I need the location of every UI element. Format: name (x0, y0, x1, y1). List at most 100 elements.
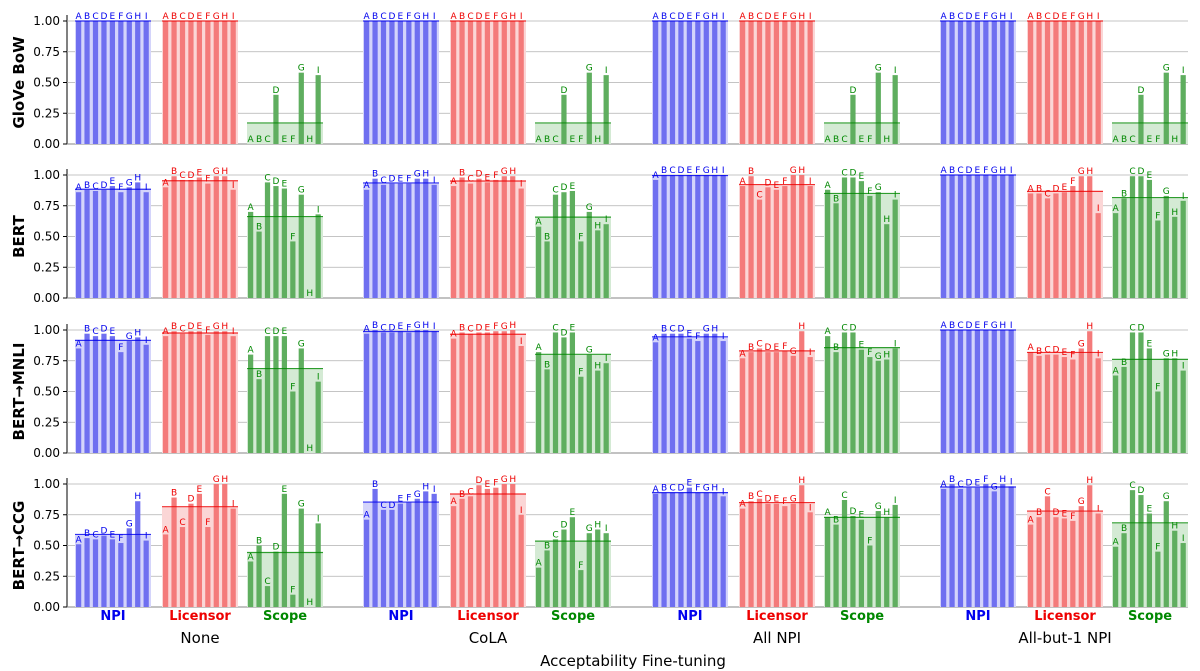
bar (222, 331, 228, 453)
bar (92, 190, 99, 298)
bar-label: C (552, 186, 558, 196)
bar-label: C (1044, 189, 1050, 199)
bar-label: C (264, 577, 270, 587)
bar-label: D (272, 327, 279, 337)
bar (686, 487, 693, 607)
bar-label: C (552, 135, 558, 145)
bar (493, 487, 499, 607)
bar (364, 519, 370, 607)
bar (884, 359, 890, 453)
bar-label: B (84, 181, 90, 191)
bar-label: D (1137, 486, 1144, 496)
bar (1095, 213, 1101, 298)
bar-label: F (578, 561, 583, 571)
bar (196, 331, 203, 453)
bar (101, 21, 107, 144)
condition-label: None (180, 629, 219, 647)
bar-label: D (849, 168, 856, 178)
bar (315, 214, 321, 298)
bar (740, 508, 746, 607)
y-tick-label: 0.00 (33, 446, 60, 460)
bar (841, 499, 848, 607)
y-tick-label: 0.50 (33, 230, 60, 244)
bar-label: I (317, 514, 320, 524)
bar-label: G (790, 166, 797, 176)
bar-label: A (451, 12, 458, 22)
bar-label: F (118, 183, 123, 193)
y-tick-label: 0.25 (33, 106, 60, 120)
bar (126, 187, 132, 298)
bar-label: F (1155, 212, 1160, 222)
bar-label: I (520, 506, 523, 516)
bar (76, 192, 82, 298)
bar (748, 352, 754, 453)
bar (661, 492, 667, 607)
bar-label: A (163, 12, 170, 22)
bar (867, 357, 873, 453)
bar (799, 175, 805, 298)
row-label: BERT (10, 214, 28, 258)
bar (678, 175, 684, 298)
bar (966, 330, 972, 453)
bar-label: I (433, 485, 436, 495)
bar-label: E (1147, 505, 1153, 515)
bar-label: C (669, 166, 675, 176)
bar (467, 333, 474, 453)
bar-label: D (100, 12, 107, 22)
bar (703, 175, 709, 298)
bar (484, 182, 491, 298)
bar (273, 336, 279, 453)
bar (414, 178, 420, 298)
bar-label: C (1044, 12, 1050, 22)
bar (264, 182, 271, 298)
bar (1061, 357, 1068, 453)
bar (1078, 21, 1084, 144)
group-label: Scope (551, 609, 595, 624)
bar (661, 175, 667, 298)
bar (544, 550, 550, 607)
bar-label: B (661, 325, 667, 335)
bar (188, 21, 194, 144)
bar-label: G (703, 166, 710, 176)
bar-label: G (875, 502, 882, 512)
bar (841, 177, 848, 298)
bar (586, 533, 592, 607)
bar (561, 94, 567, 144)
bar (782, 506, 788, 607)
y-tick-label: 0.25 (33, 415, 60, 429)
bar (188, 179, 194, 298)
bar (1053, 193, 1059, 298)
bar (603, 363, 609, 453)
bar (825, 336, 831, 453)
bar (1000, 21, 1006, 144)
bar (196, 493, 203, 607)
bar (695, 175, 701, 298)
bar-label: E (110, 530, 116, 540)
bar (544, 369, 550, 453)
y-tick-label: 0.75 (33, 45, 60, 59)
bar-label: E (774, 12, 780, 22)
bar-label: G (126, 519, 133, 529)
bar-label: G (213, 167, 220, 177)
bar-label: H (1086, 476, 1093, 486)
y-tick-label: 0.50 (33, 539, 60, 553)
bar (740, 358, 746, 453)
y-tick-label: 0.75 (33, 199, 60, 213)
bar (213, 331, 219, 453)
bar-label: I (1182, 362, 1185, 372)
bar-label: D (187, 495, 194, 505)
bar (1180, 75, 1186, 144)
bar (1028, 21, 1034, 144)
bar-label: C (1129, 167, 1135, 177)
bar-label: B (1036, 12, 1042, 22)
bar-label: F (205, 518, 210, 528)
bar (248, 354, 254, 453)
bar-label: I (232, 181, 235, 191)
bar (298, 194, 304, 298)
bar (459, 498, 465, 607)
bar-label: I (520, 337, 523, 347)
bar (603, 533, 609, 607)
bar-label: H (1171, 135, 1178, 145)
bar (841, 332, 848, 453)
bar-label: H (1171, 522, 1178, 532)
